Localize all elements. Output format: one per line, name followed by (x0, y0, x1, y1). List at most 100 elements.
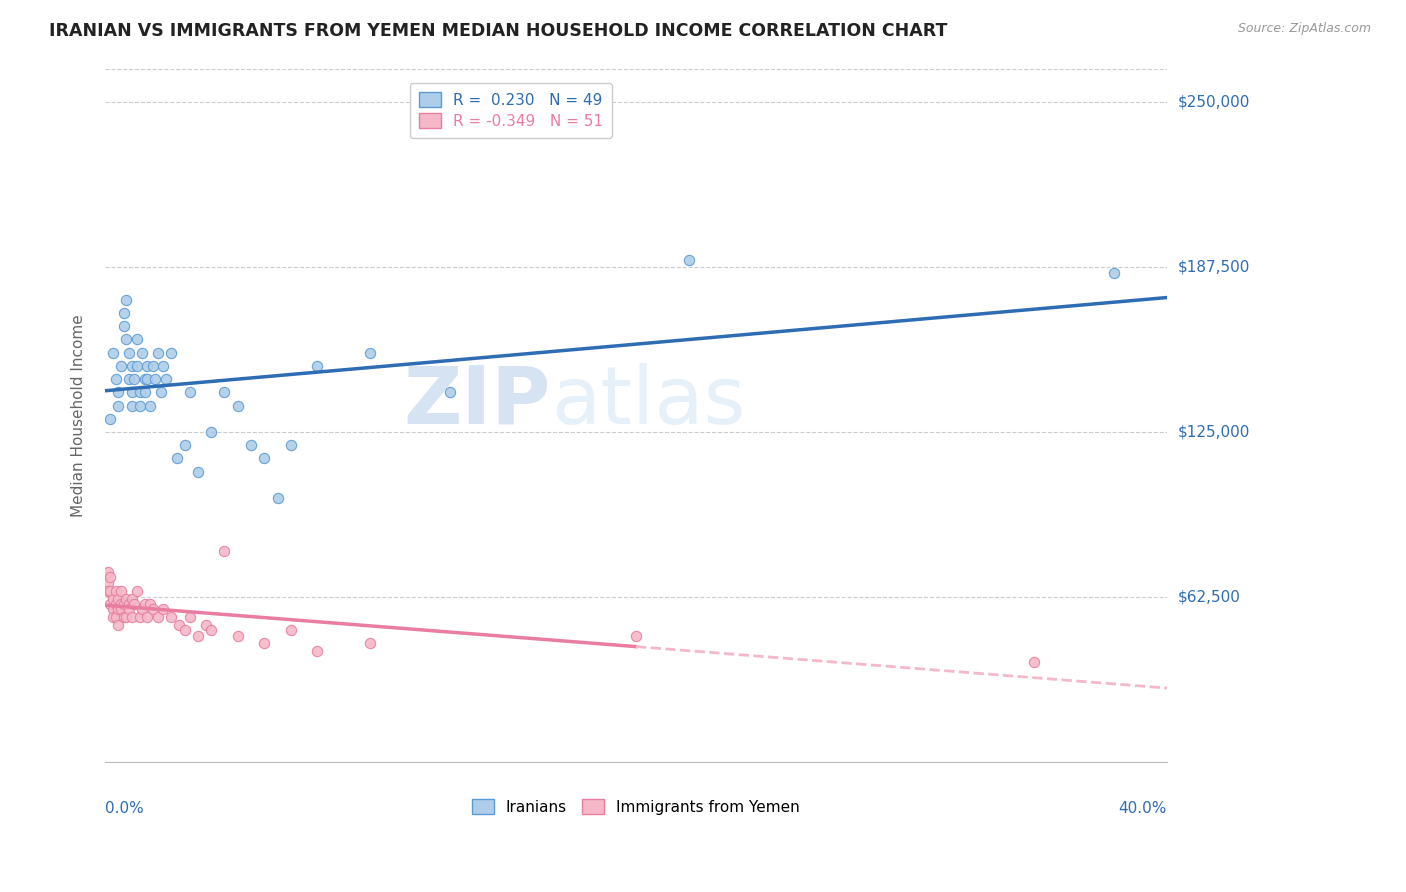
Point (240, 438, 263, 452)
Point (136, 359, 159, 373)
Point (98, 570, 121, 584)
Text: ZIP: ZIP (404, 363, 551, 441)
Point (112, 597, 135, 611)
Point (104, 372, 127, 386)
Point (110, 583, 132, 598)
Point (101, 602, 124, 616)
Point (101, 610, 124, 624)
Text: 40.0%: 40.0% (1119, 801, 1167, 815)
Point (280, 624, 302, 638)
Point (146, 345, 169, 359)
Point (307, 644, 329, 658)
Point (179, 385, 201, 400)
Point (155, 372, 177, 386)
Text: atlas: atlas (551, 363, 745, 441)
Point (214, 544, 236, 558)
Point (146, 610, 169, 624)
Point (134, 597, 156, 611)
Point (121, 359, 143, 373)
Point (110, 359, 132, 373)
Point (226, 399, 249, 413)
Point (136, 372, 159, 386)
Point (121, 385, 143, 400)
Point (200, 624, 222, 638)
Point (128, 610, 150, 624)
Point (112, 610, 135, 624)
Point (678, 253, 700, 268)
Text: Source: ZipAtlas.com: Source: ZipAtlas.com (1237, 22, 1371, 36)
Point (160, 345, 183, 359)
Point (179, 610, 201, 624)
Point (110, 597, 132, 611)
Point (121, 591, 143, 606)
Point (97, 575, 120, 590)
Point (142, 359, 165, 373)
Text: IRANIAN VS IMMIGRANTS FROM YEMEN MEDIAN HOUSEHOLD INCOME CORRELATION CHART: IRANIAN VS IMMIGRANTS FROM YEMEN MEDIAN … (49, 22, 948, 40)
Point (136, 610, 159, 624)
Point (104, 610, 127, 624)
Point (118, 602, 141, 616)
Point (125, 583, 148, 598)
Point (97, 583, 120, 598)
Point (139, 597, 162, 611)
Point (194, 618, 217, 632)
Point (131, 602, 153, 616)
Point (101, 591, 124, 606)
Point (266, 491, 288, 505)
Point (118, 597, 141, 611)
Point (98, 597, 121, 611)
Point (122, 597, 145, 611)
Point (226, 628, 249, 642)
Text: $62,500: $62,500 (1178, 590, 1241, 605)
Point (115, 610, 138, 624)
Point (128, 385, 150, 400)
Point (110, 602, 132, 616)
Text: $125,000: $125,000 (1178, 425, 1250, 440)
Point (134, 372, 156, 386)
Point (115, 293, 138, 307)
Point (107, 618, 129, 632)
Point (107, 602, 129, 616)
Point (359, 636, 381, 650)
Point (624, 628, 647, 642)
Point (359, 345, 381, 359)
Point (104, 597, 127, 611)
Point (107, 385, 129, 400)
Point (131, 345, 153, 359)
Point (145, 372, 167, 386)
Point (115, 333, 138, 347)
Point (107, 399, 129, 413)
Point (121, 610, 143, 624)
Point (115, 591, 138, 606)
Point (280, 438, 302, 452)
Point (134, 385, 156, 400)
Point (112, 319, 135, 334)
Point (187, 628, 209, 642)
Text: $250,000: $250,000 (1178, 94, 1250, 109)
Point (118, 345, 141, 359)
Point (107, 591, 129, 606)
Point (97, 565, 120, 579)
Point (152, 359, 174, 373)
Point (121, 399, 143, 413)
Point (439, 385, 461, 400)
Point (152, 602, 174, 616)
Point (142, 602, 165, 616)
Text: $187,500: $187,500 (1178, 260, 1250, 274)
Point (101, 345, 124, 359)
Point (253, 451, 276, 466)
Point (253, 636, 276, 650)
Point (173, 438, 195, 452)
Text: 0.0%: 0.0% (105, 801, 143, 815)
Point (160, 610, 183, 624)
Legend: Iranians, Immigrants from Yemen: Iranians, Immigrants from Yemen (463, 790, 808, 824)
Point (139, 399, 162, 413)
Point (169, 618, 191, 632)
Point (173, 624, 195, 638)
Point (128, 399, 150, 413)
Point (307, 359, 329, 373)
Point (149, 385, 172, 400)
Point (1102, 266, 1125, 280)
Y-axis label: Median Household Income: Median Household Income (72, 314, 86, 516)
Point (125, 333, 148, 347)
